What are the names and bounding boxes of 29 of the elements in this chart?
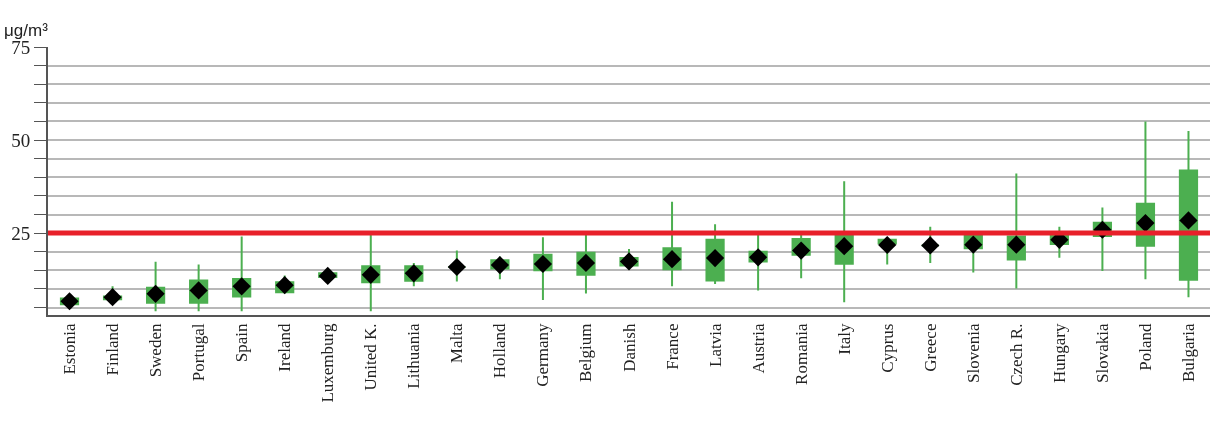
x-tick-label: Luxemburg [318,323,338,403]
x-tick-label: Holland [490,323,510,379]
x-tick-label: Ireland [275,323,295,372]
x-tick-label: Romania [791,323,811,385]
x-tick-label: Slovakia [1092,323,1112,384]
x-tick-label: Poland [1135,323,1155,371]
x-tick-label: Austria [748,323,768,374]
x-tick-label: Portugal [189,323,209,382]
x-tick-label: Czech R. [1006,323,1026,386]
x-tick-label: Hungary [1049,323,1069,384]
x-tick-label: Finland [103,323,123,376]
x-tick-label: Germany [533,323,553,387]
x-tick-label: Danish [619,323,639,372]
x-tick-label: Estonia [60,323,80,375]
x-tick-label: United K. [361,323,381,391]
x-tick-label: Lithuania [404,323,424,389]
x-tick-label: Spain [232,323,252,363]
y-tick-label: 25 [11,222,31,244]
x-tick-label: Slovenia [963,323,983,384]
x-tick-label: Malta [447,323,467,364]
x-tick-label: France [662,323,682,370]
x-tick-label: Belgium [576,323,596,383]
y-tick-label: 50 [11,129,31,151]
x-tick-label: Greece [920,323,940,372]
x-tick-label: Italy [834,323,854,355]
x-tick-label: Latvia [705,323,725,367]
x-tick-label: Sweden [146,323,166,378]
x-tick-label: Cyprus [877,323,897,373]
x-tick-label: Bulgaria [1179,323,1199,383]
